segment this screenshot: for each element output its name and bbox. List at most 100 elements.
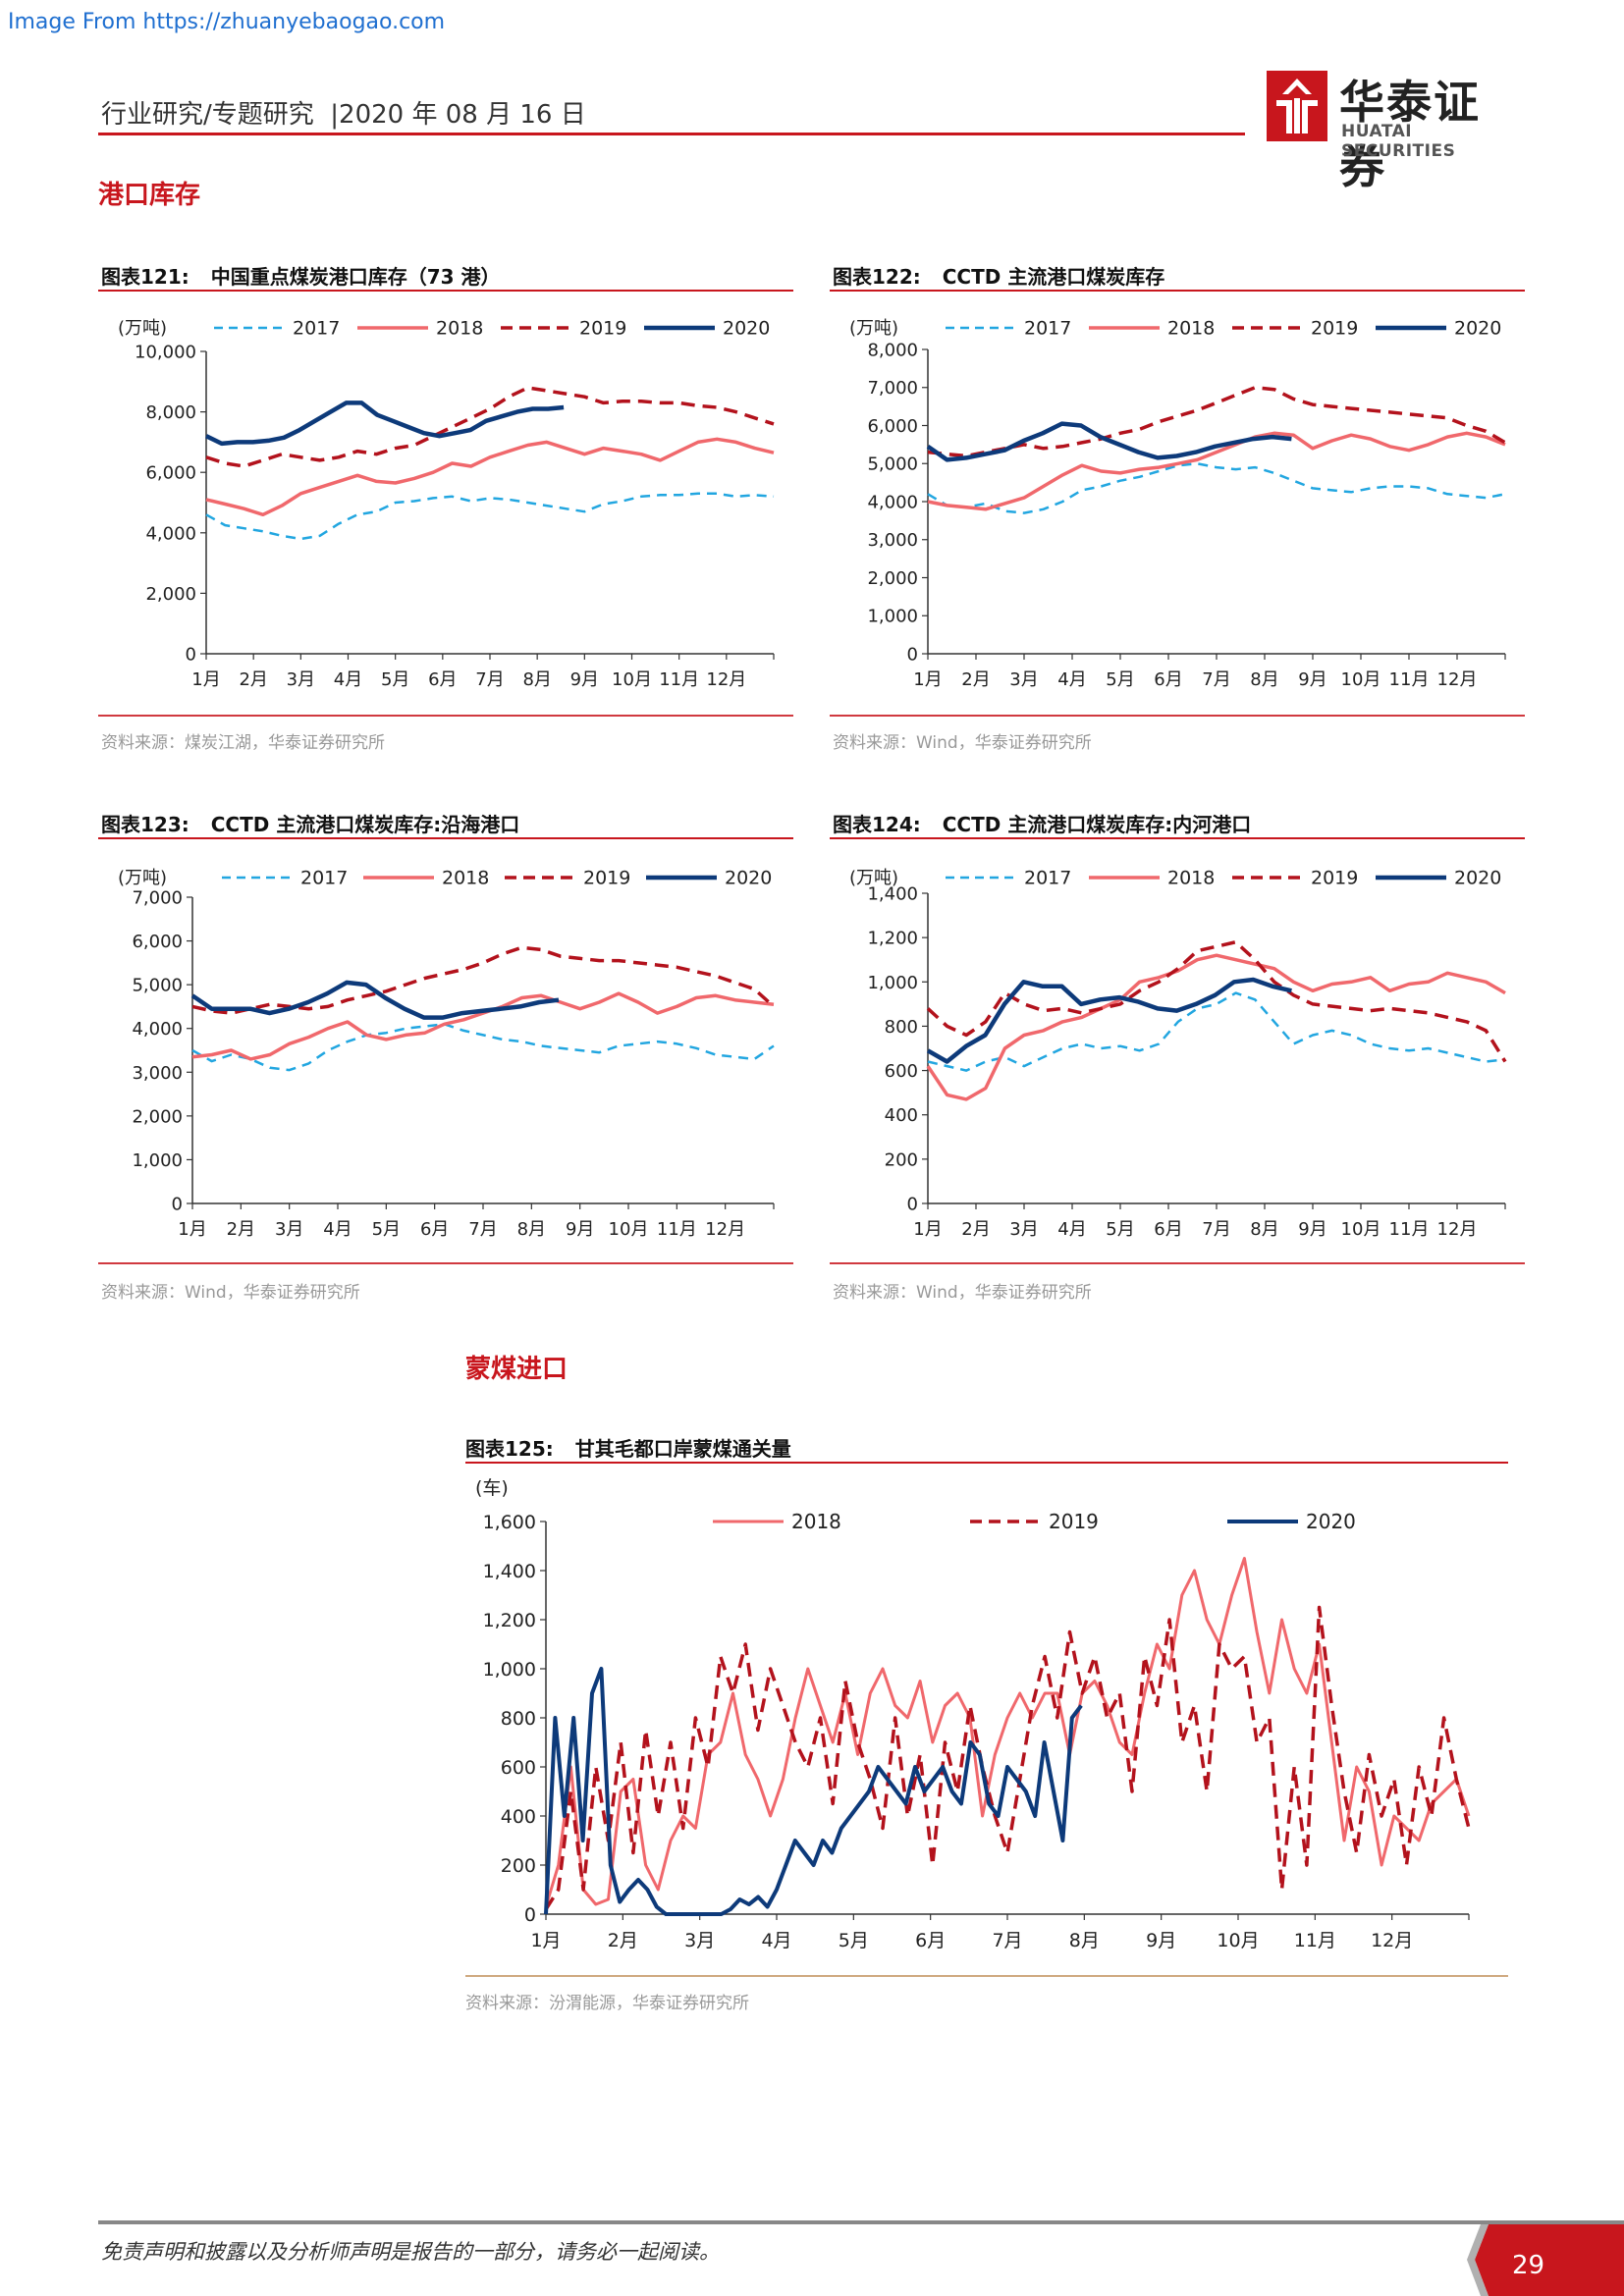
series-line-2018: [205, 437, 775, 517]
figure-124-bottom-rule: [830, 1262, 1525, 1264]
x-tick-label: 2月: [961, 1219, 990, 1240]
legend-label-2017: 2017: [293, 317, 340, 339]
series-line-2020: [544, 1667, 1083, 1916]
y-unit-label: (万吨): [118, 868, 167, 888]
series-line-2020: [926, 421, 1292, 462]
x-tick-label: 6月: [420, 1219, 449, 1240]
y-tick-label: 1,000: [132, 1150, 183, 1171]
chart-cctd-river-ports: (万吨) 0 200 400 600 800 1,000 1,200 1,400 1月 2月 3月 4月…: [849, 867, 1507, 1240]
x-tick-label: 6月: [428, 669, 457, 690]
x-tick-label: 5月: [839, 1930, 869, 1951]
legend-label-2020: 2020: [723, 317, 770, 339]
x-tick-label: 1月: [191, 669, 220, 690]
section-mongolia-coal: 蒙煤进口: [465, 1355, 568, 1384]
x-tick-label: 2月: [227, 1219, 255, 1240]
legend-label-2018: 2018: [436, 317, 483, 339]
x-tick-label: 3月: [1009, 669, 1038, 690]
figure-124-rule: [830, 837, 1525, 839]
legend-label-2019: 2019: [1049, 1510, 1099, 1533]
chart-cctd-port-inventory: (万吨) 0 1,000 2,000 3,000 4,000 5,000 6,000 7,000…: [849, 317, 1506, 690]
figure-125-bottom-rule: [465, 1975, 1508, 1977]
figure-123-bottom-rule: [98, 1262, 793, 1264]
series-line-2017: [927, 462, 1506, 514]
series-line-2018: [544, 1557, 1471, 1907]
series-line-2019: [927, 386, 1506, 458]
x-tick-label: 12月: [705, 1219, 745, 1240]
x-tick-label: 10月: [609, 1219, 649, 1240]
figure-number: 图表124:: [833, 813, 921, 836]
section-port-inventory: 港口库存: [98, 181, 201, 210]
y-tick-label: 800: [885, 1017, 918, 1038]
series-line-2019: [205, 386, 775, 468]
y-tick-label: 400: [501, 1806, 536, 1828]
footer-rule: [98, 2220, 1624, 2224]
figure-122-title: 图表122: CCTD 主流港口煤炭库存: [833, 261, 1164, 290]
figure-125-title: 图表125: 甘其毛都口岸蒙煤通关量: [465, 1433, 791, 1462]
x-tick-label: 5月: [1106, 1219, 1134, 1240]
figure-title-text: 甘其毛都口岸蒙煤通关量: [574, 1437, 791, 1461]
chart-port-inventory-73: (万吨) 0 2,000 4,000 6,000 8,000 10,000 1月 2月 3月 4月 5…: [118, 317, 775, 690]
y-tick-label: 8,000: [145, 402, 196, 423]
figure-121-source: 资料来源：煤炭江湖，华泰证券研究所: [101, 733, 385, 753]
series-line-2017: [927, 991, 1506, 1072]
logo-english: HUATAI SECURITIES: [1341, 122, 1456, 161]
figure-number: 图表123:: [101, 813, 189, 836]
x-tick-label: 8月: [517, 1219, 546, 1240]
y-tick-label: 2,000: [132, 1106, 183, 1127]
watermark[interactable]: Image From https://zhuanyebaogao.com: [8, 10, 446, 34]
y-tick-label: 10,000: [135, 342, 196, 362]
series-line-2017: [191, 1023, 775, 1072]
x-tick-label: 8月: [522, 669, 551, 690]
y-unit-label: (万吨): [849, 318, 898, 339]
legend-label-2019: 2019: [583, 867, 630, 888]
y-tick-label: 7,000: [867, 378, 918, 399]
legend-label-2020: 2020: [1454, 317, 1501, 339]
legend-label-2020: 2020: [725, 867, 772, 888]
legend-label-2020: 2020: [1454, 867, 1501, 888]
y-tick-label: 400: [885, 1105, 918, 1126]
x-tick-label: 5月: [1106, 669, 1134, 690]
x-tick-label: 4月: [1057, 1219, 1086, 1240]
x-tick-label: 7月: [1202, 669, 1230, 690]
y-tick-label: 0: [172, 1194, 183, 1214]
page-number-box: 29: [1467, 2224, 1624, 2296]
legend-label-2018: 2018: [1167, 867, 1215, 888]
figure-title-text: CCTD 主流港口煤炭库存:内河港口: [942, 813, 1252, 836]
y-tick-label: 600: [885, 1061, 918, 1082]
legend-label-2017: 2017: [1024, 317, 1071, 339]
figure-122-bottom-rule: [830, 715, 1525, 717]
x-tick-label: 2月: [608, 1930, 638, 1951]
x-tick-label: 4月: [323, 1219, 352, 1240]
y-tick-label: 1,200: [867, 929, 918, 949]
x-tick-label: 11月: [659, 669, 699, 690]
figure-123-rule: [98, 837, 793, 839]
x-tick-label: 3月: [287, 669, 315, 690]
x-tick-label: 9月: [566, 1219, 594, 1240]
series-line-2019: [544, 1605, 1471, 1910]
figure-122-source: 资料来源：Wind，华泰证券研究所: [833, 733, 1092, 753]
x-tick-label: 10月: [1217, 1930, 1259, 1951]
figure-number: 图表122:: [833, 265, 921, 289]
header-rule: [98, 133, 1245, 135]
x-tick-label: 10月: [1341, 1219, 1381, 1240]
chart-cctd-coastal-ports: (万吨) 0 1,000 2,000 3,000 4,000 5,000 6,000 7,000…: [118, 867, 776, 1240]
y-tick-label: 6,000: [145, 463, 196, 484]
figure-123-source: 资料来源：Wind，华泰证券研究所: [101, 1283, 360, 1303]
y-tick-label: 0: [907, 644, 918, 665]
series-line-2020: [190, 980, 560, 1020]
y-unit-label: (万吨): [118, 318, 167, 339]
page-number: 29: [1512, 2251, 1544, 2280]
x-tick-label: 2月: [239, 669, 267, 690]
x-tick-label: 10月: [1341, 669, 1381, 690]
y-tick-label: 1,000: [867, 973, 918, 993]
report-header: 行业研究/专题研究 |2020 年 08 月 16 日: [101, 94, 586, 131]
x-tick-label: 4月: [334, 669, 362, 690]
x-tick-label: 7月: [1202, 1219, 1230, 1240]
x-tick-label: 12月: [1371, 1930, 1413, 1951]
y-tick-label: 8,000: [867, 340, 918, 360]
legend-label-2019: 2019: [579, 317, 626, 339]
y-tick-label: 0: [186, 644, 196, 665]
y-tick-label: 1,200: [483, 1610, 536, 1631]
figure-121-title: 图表121: 中国重点煤炭港口库存（73 港）: [101, 261, 501, 290]
x-tick-label: 9月: [1298, 1219, 1326, 1240]
